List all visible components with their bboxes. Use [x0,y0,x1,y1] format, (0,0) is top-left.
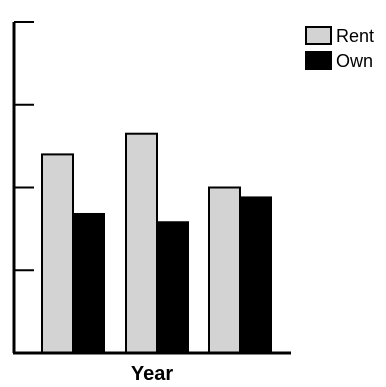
bar-rent [125,132,158,354]
legend-label-own: Own [336,51,373,71]
bar-own [72,212,105,354]
x-axis-label: Year [131,363,173,385]
bar-rent [208,186,241,354]
legend: Rent Own [305,26,374,71]
bar-own [156,221,189,354]
legend-swatch-rent [305,26,332,45]
legend-label-rent: Rent [336,26,374,46]
bar-rent [41,153,74,354]
legend-swatch-own [305,51,332,70]
bar-own [239,196,272,354]
y-ticks [14,21,34,272]
bars [41,132,272,354]
